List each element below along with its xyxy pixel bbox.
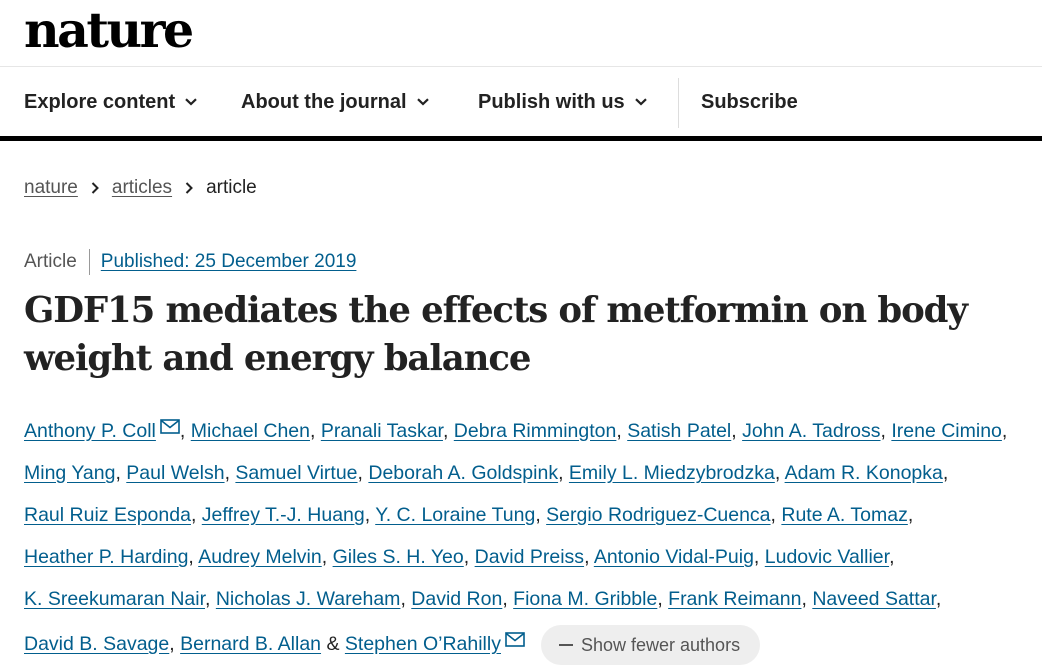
- author-link[interactable]: Heather P. Harding: [24, 546, 189, 568]
- author-link[interactable]: Anthony P. Coll: [24, 420, 156, 442]
- breadcrumb-current: article: [206, 177, 257, 198]
- nav-item-label: Publish with us: [478, 90, 625, 113]
- author-link[interactable]: Naveed Sattar: [812, 588, 936, 610]
- author-link[interactable]: Y. C. Loraine Tung: [375, 504, 536, 526]
- chevron-down-icon: [185, 98, 197, 106]
- author-link[interactable]: Bernard B. Allan: [180, 633, 322, 655]
- author-link[interactable]: Audrey Melvin: [198, 546, 322, 568]
- author-link[interactable]: Nicholas J. Wareham: [215, 588, 401, 610]
- author-link[interactable]: Michael Chen: [190, 420, 310, 442]
- nav-subscribe[interactable]: Subscribe: [701, 68, 798, 136]
- minus-icon: [558, 643, 573, 646]
- author-link[interactable]: Raul Ruiz Esponda: [24, 504, 191, 526]
- author-link[interactable]: Giles S. H. Yeo: [332, 546, 464, 568]
- nature-logo[interactable]: nature: [24, 1, 194, 59]
- author-link[interactable]: Rute A. Tomaz: [781, 504, 908, 526]
- author-link[interactable]: Emily L. Miedzybrodzka: [568, 462, 775, 484]
- author-link[interactable]: K. Sreekumaran Nair: [24, 588, 205, 610]
- chevron-down-icon: [634, 98, 647, 106]
- nav-divider: [678, 78, 679, 128]
- author-link[interactable]: Samuel Virtue: [235, 462, 358, 484]
- author-link[interactable]: Ming Yang: [24, 462, 116, 484]
- author-link[interactable]: Ludovic Vallier: [764, 546, 890, 568]
- nav-explore-content[interactable]: Explore content: [24, 68, 197, 136]
- email-icon[interactable]: [505, 620, 525, 662]
- author-link[interactable]: David B. Savage: [24, 633, 170, 655]
- breadcrumb-link-nature[interactable]: nature: [24, 177, 78, 198]
- author-ampersand: &: [326, 633, 340, 655]
- author-link[interactable]: Antonio Vidal-Puig: [593, 546, 754, 568]
- chevron-right-icon: [91, 182, 99, 194]
- author-link[interactable]: Deborah A. Goldspink: [368, 462, 559, 484]
- author-link[interactable]: Fiona M. Gribble: [513, 588, 658, 610]
- author-link[interactable]: David Ron: [411, 588, 503, 610]
- show-fewer-authors-button[interactable]: Show fewer authors: [540, 624, 761, 665]
- nav-item-label: Subscribe: [701, 90, 798, 113]
- article-title: GDF15 mediates the effects of metformin …: [24, 290, 968, 379]
- author-link[interactable]: Paul Welsh: [126, 462, 225, 484]
- author-link[interactable]: David Preiss: [474, 546, 585, 568]
- meta-divider: [88, 249, 90, 275]
- author-link[interactable]: Pranali Taskar: [320, 420, 443, 442]
- author-link[interactable]: Frank Reimann: [668, 588, 802, 610]
- show-fewer-label: Show fewer authors: [580, 634, 741, 655]
- author-link[interactable]: Irene Cimino: [891, 420, 1002, 442]
- nav-publish-with-us[interactable]: Publish with us: [478, 68, 647, 136]
- author-link[interactable]: John A. Tadross: [742, 420, 881, 442]
- author-link[interactable]: Satish Patel: [627, 420, 732, 442]
- nav-item-label: About the journal: [241, 90, 407, 113]
- nav-about-the-journal[interactable]: About the journal: [241, 68, 429, 136]
- nav-item-label: Explore content: [24, 90, 176, 113]
- breadcrumb: nature articles article: [24, 176, 257, 200]
- email-icon[interactable]: [160, 407, 180, 449]
- chevron-down-icon: [416, 98, 429, 106]
- author-link[interactable]: Jeffrey T.-J. Huang: [201, 504, 365, 526]
- author-link[interactable]: Debra Rimmington: [453, 420, 617, 442]
- chevron-right-icon: [185, 182, 193, 194]
- main-nav: Explore content About the journal Publis…: [0, 68, 1042, 141]
- site-header: nature: [0, 0, 1042, 67]
- author-link[interactable]: Adam R. Konopka: [784, 462, 943, 484]
- author-link[interactable]: Sergio Rodriguez-Cuenca: [546, 504, 771, 526]
- published-date-link[interactable]: Published: 25 December 2019: [100, 251, 357, 272]
- article-type: Article: [24, 251, 77, 272]
- breadcrumb-link-articles[interactable]: articles: [111, 177, 173, 198]
- author-list: Anthony P. Coll, Michael Chen, Pranali T…: [24, 407, 1024, 665]
- author-link[interactable]: Stephen O’Rahilly: [344, 633, 501, 655]
- article-meta: Article Published: 25 December 2019: [24, 249, 356, 275]
